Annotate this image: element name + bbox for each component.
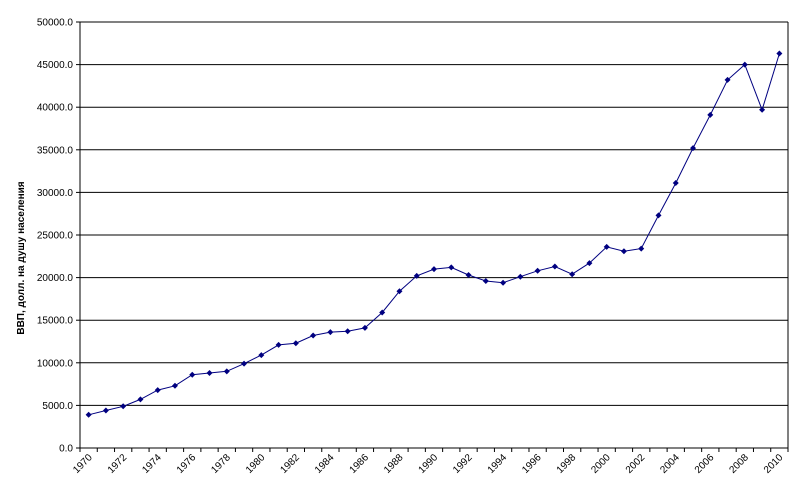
data-point-marker <box>361 324 368 331</box>
y-tick-label: 25000.0 <box>37 231 74 242</box>
x-tick-label: 1996 <box>520 452 544 476</box>
data-point-marker <box>551 263 558 270</box>
data-point-marker <box>154 387 161 394</box>
data-point-marker <box>396 288 403 295</box>
x-tick-label: 2006 <box>693 452 717 476</box>
axes <box>76 21 789 452</box>
y-tick-label: 50000.0 <box>37 18 74 29</box>
x-tick-label: 1984 <box>313 452 337 476</box>
data-point-marker <box>586 260 593 267</box>
data-point-marker <box>724 76 731 83</box>
y-tick-label: 15000.0 <box>37 316 74 327</box>
x-tick-label: 2000 <box>589 452 613 476</box>
data-point-marker <box>431 266 437 273</box>
y-tick-label: 20000.0 <box>37 273 74 284</box>
y-tick-label: 40000.0 <box>37 103 74 114</box>
data-point-marker <box>741 61 748 68</box>
x-tick-label: 1992 <box>451 452 475 476</box>
y-tick-labels: 0.0 5000.0 10000.0 15000.0 20000.0 25000.0 300… <box>37 18 74 455</box>
y-tick-label: 35000.0 <box>37 145 74 156</box>
series <box>85 50 783 418</box>
data-point-marker <box>344 328 351 335</box>
data-point-marker <box>379 309 386 316</box>
x-tick-label: 1970 <box>71 452 95 476</box>
x-tick-label: 1986 <box>348 452 372 476</box>
data-point-marker <box>672 180 679 187</box>
data-point-marker <box>448 264 455 271</box>
data-point-marker <box>206 370 213 377</box>
data-point-marker <box>137 396 144 403</box>
y-tick-label: 30000.0 <box>37 188 74 199</box>
data-point-marker <box>534 267 541 274</box>
data-point-marker <box>189 371 196 378</box>
y-tick-label: 10000.0 <box>37 358 74 369</box>
data-point-marker <box>241 360 248 367</box>
data-point-marker <box>690 145 697 152</box>
y-tick-label: 5000.0 <box>42 401 73 412</box>
x-tick-label: 2010 <box>762 452 786 476</box>
data-point-marker <box>275 341 282 348</box>
data-point-marker <box>776 50 783 57</box>
data-point-marker <box>310 332 317 339</box>
data-point-marker <box>638 245 645 252</box>
data-point-marker <box>707 111 714 118</box>
x-tick-label: 1974 <box>140 452 164 476</box>
x-tick-label: 1976 <box>175 452 199 476</box>
data-point-marker <box>223 368 230 375</box>
data-point-marker <box>85 411 92 418</box>
x-tick-label: 2008 <box>727 452 751 476</box>
data-point-marker <box>465 272 472 279</box>
data-point-marker <box>569 271 576 278</box>
x-tick-label: 2004 <box>658 452 682 476</box>
data-point-marker <box>655 212 662 219</box>
data-point-marker <box>482 278 489 285</box>
data-point-marker <box>292 340 299 347</box>
y-tick-label: 45000.0 <box>37 60 74 71</box>
gridlines <box>80 21 788 406</box>
x-tick-label: 1978 <box>209 452 233 476</box>
data-point-marker <box>620 248 627 255</box>
x-tick-label: 1982 <box>278 452 302 476</box>
x-tick-label: 1990 <box>417 452 441 476</box>
data-point-marker <box>603 243 610 250</box>
x-tick-labels: 1970 1972 1974 1976 1978 1980 1982 1984 1986 1988… <box>71 452 786 476</box>
data-point-marker <box>102 407 109 414</box>
x-tick-label: 2002 <box>624 452 648 476</box>
data-point-marker <box>517 273 524 280</box>
data-point-marker <box>759 106 766 113</box>
x-tick-label: 1994 <box>486 452 510 476</box>
data-point-marker <box>327 329 334 336</box>
y-axis-label: ВВП, долл. на душу населения <box>16 181 27 334</box>
x-tick-label: 1972 <box>106 452 130 476</box>
x-tick-label: 1988 <box>382 452 406 476</box>
data-point-marker <box>120 403 127 410</box>
data-point-marker <box>171 382 178 389</box>
data-point-marker <box>258 352 265 359</box>
x-tick-label: 1980 <box>244 452 268 476</box>
x-tick-label: 1998 <box>555 452 579 476</box>
data-point-marker <box>413 272 420 279</box>
y-tick-label: 0.0 <box>59 444 73 455</box>
data-point-marker <box>500 279 507 286</box>
